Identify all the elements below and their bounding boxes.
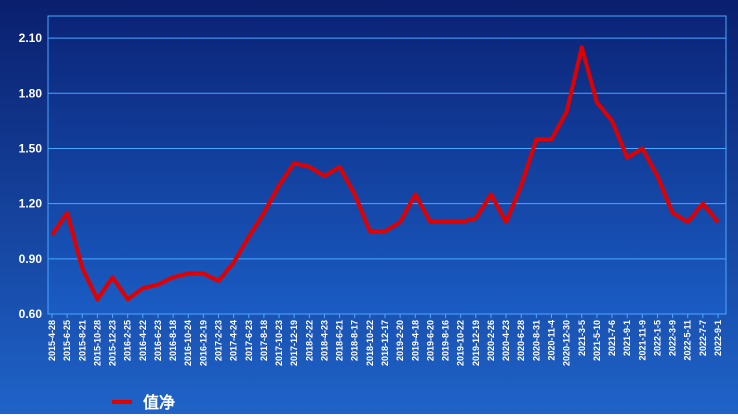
x-tick-label: 2016-4-22 (138, 320, 148, 361)
x-tick-label: 2017-2-23 (214, 320, 224, 361)
x-tick-label: 2017-4-24 (229, 320, 239, 361)
x-tick-label: 2020-4-23 (501, 320, 511, 361)
x-tick-label: 2019-12-19 (471, 320, 481, 366)
x-tick-label: 2019-6-20 (425, 320, 435, 361)
x-tick-label: 2022-3-9 (668, 320, 678, 356)
x-tick-label: 2021-3-5 (577, 320, 587, 356)
x-tick-label: 2020-6-28 (516, 320, 526, 361)
x-tick-label: 2019-4-18 (410, 320, 420, 361)
x-tick-label: 2017-10-23 (274, 320, 284, 366)
x-tick-label: 2015-6-25 (62, 320, 72, 361)
x-tick-label: 2015-10-28 (92, 320, 102, 366)
x-tick-label: 2022-1-5 (652, 320, 662, 356)
x-tick-label: 2020-12-30 (562, 320, 572, 366)
x-tick-label: 2021-7-6 (607, 320, 617, 356)
plot-area (47, 15, 727, 315)
x-tick-label: 2017-6-23 (244, 320, 254, 361)
y-tick-label: 1.80 (19, 86, 43, 100)
x-tick-label: 2017-12-19 (289, 320, 299, 366)
y-tick-label: 0.90 (19, 252, 43, 266)
x-tick-label: 2019-2-20 (395, 320, 405, 361)
y-tick-label: 0.60 (19, 307, 43, 321)
x-tick-label: 2016-2-25 (123, 320, 133, 361)
x-tick-label: 2016-8-18 (168, 320, 178, 361)
x-tick-label: 2016-6-23 (153, 320, 163, 361)
x-tick-label: 2019-10-22 (456, 320, 466, 366)
x-tick-label: 2018-8-17 (350, 320, 360, 361)
x-tick-label: 2018-10-22 (365, 320, 375, 366)
x-tick-label: 2021-9-1 (622, 320, 632, 356)
x-tick-label: 2019-8-16 (441, 320, 451, 361)
x-tick-label: 2020-11-4 (547, 320, 557, 361)
x-tick-label: 2015-12-23 (108, 320, 118, 366)
x-tick-label: 2015-8-21 (77, 320, 87, 361)
x-tick-label: 2018-6-21 (335, 320, 345, 361)
x-tick-label: 2022-9-1 (713, 320, 723, 356)
x-tick-label: 2018-4-23 (319, 320, 329, 361)
x-tick-label: 2015-4-28 (47, 320, 57, 361)
legend-label: 值净 (143, 393, 175, 412)
x-tick-label: 2016-12-19 (198, 320, 208, 366)
y-tick-label: 2.10 (19, 31, 43, 45)
data-line (50, 45, 720, 302)
x-tick-label: 2018-12-17 (380, 320, 390, 366)
x-tick-label: 2021-5-10 (592, 320, 602, 361)
x-tick-label: 2022-7-7 (698, 320, 708, 356)
x-tick-label: 2021-11-9 (637, 320, 647, 361)
x-tick-label: 2017-8-18 (259, 320, 269, 361)
x-tick-label: 2018-2-22 (304, 320, 314, 361)
x-tick-label: 2020-2-26 (486, 320, 496, 361)
y-tick-label: 1.20 (19, 197, 43, 211)
x-tick-label: 2020-8-31 (531, 320, 541, 361)
y-tick-label: 1.50 (19, 141, 43, 155)
x-tick-label: 2022-5-11 (683, 320, 693, 361)
x-tick-label: 2016-10-24 (183, 320, 193, 366)
